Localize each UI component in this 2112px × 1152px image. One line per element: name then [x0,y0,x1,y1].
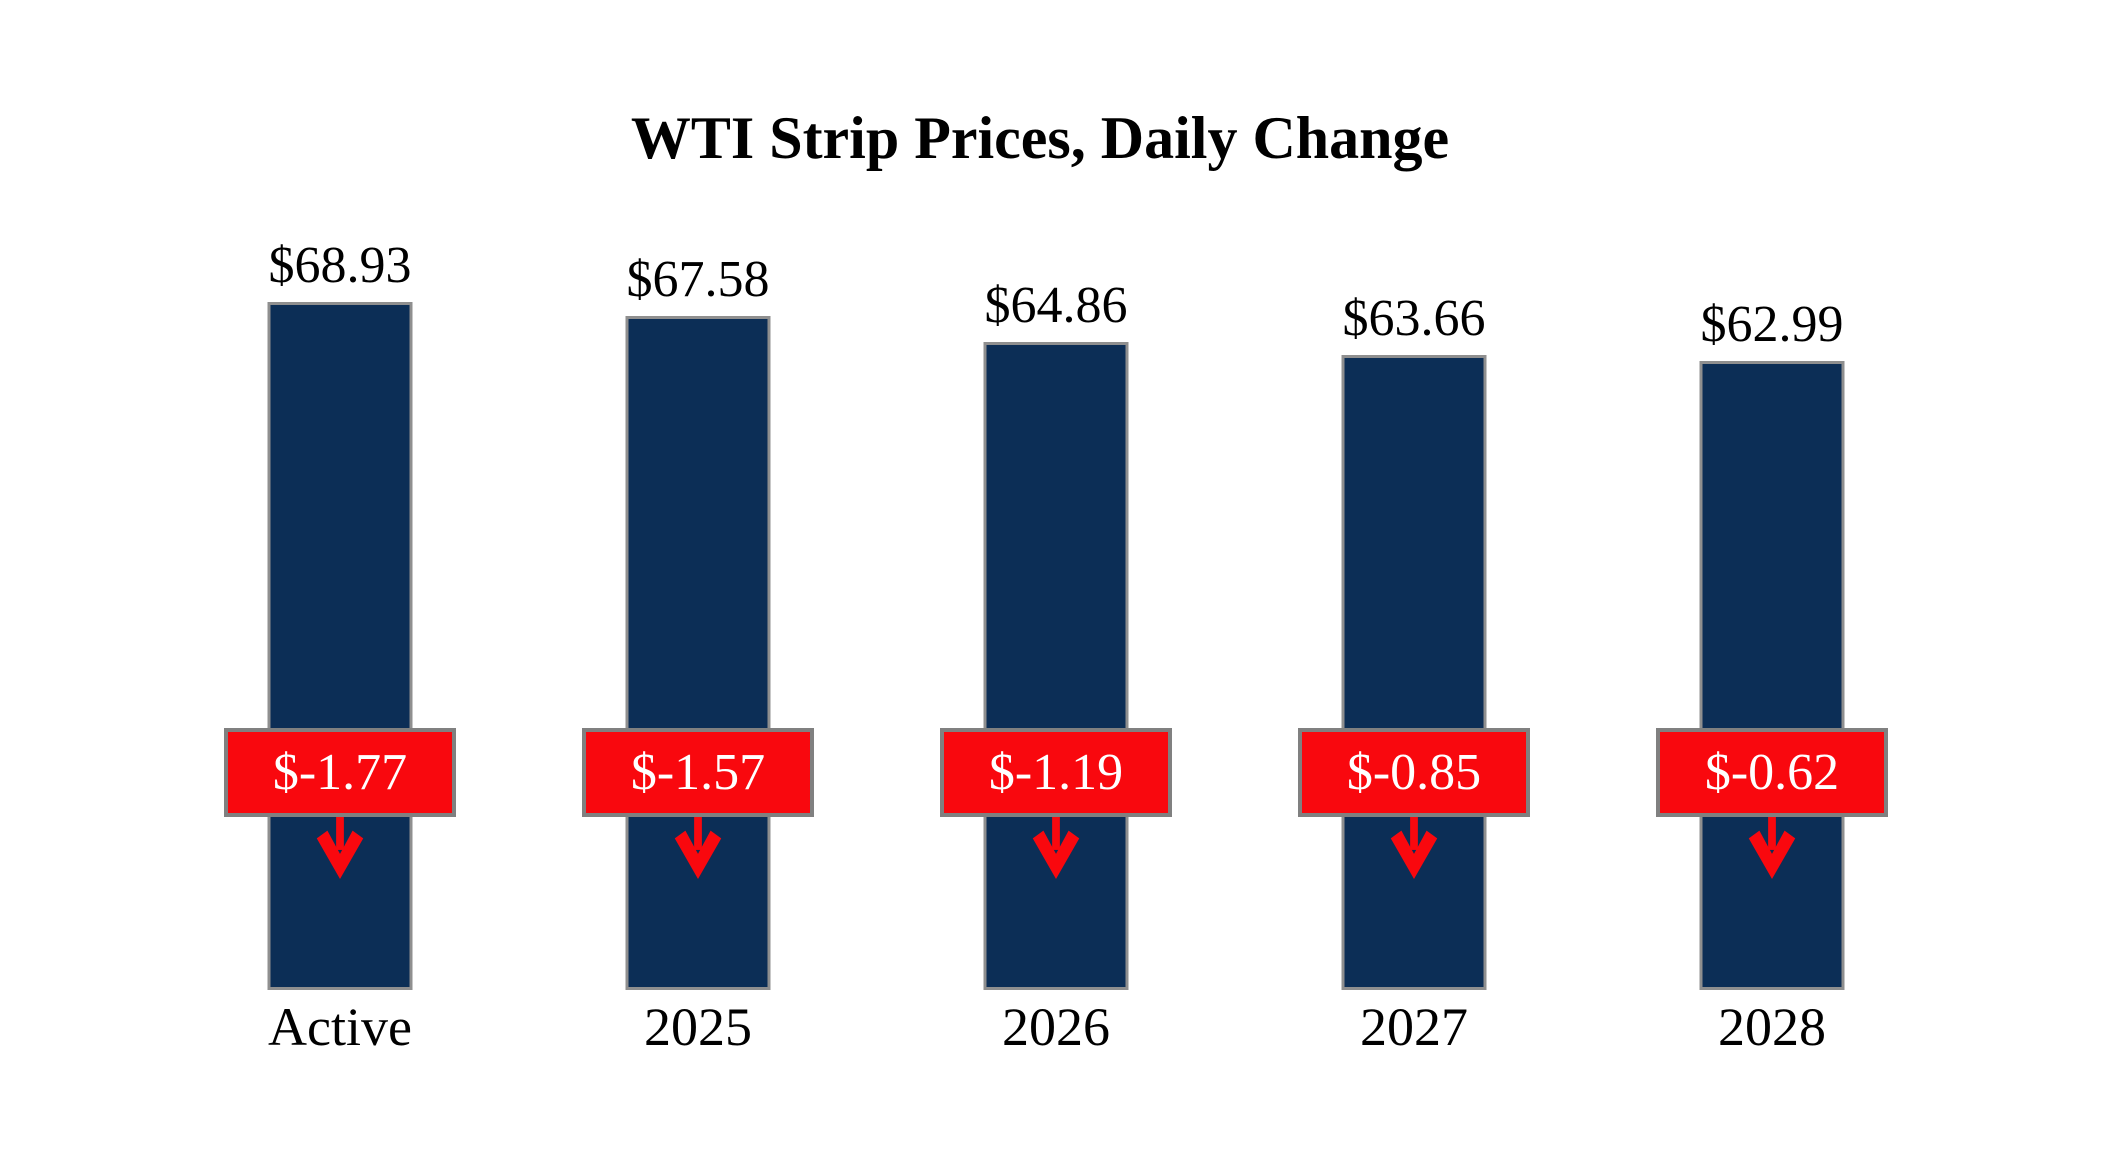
down-arrow-icon [316,817,364,879]
strip-price-bar [1341,355,1487,990]
bar-column: $68.93 $-1.77 Active [161,230,519,1054]
down-arrow-icon [1032,817,1080,879]
daily-change-value: $-1.77 [272,743,408,801]
price-value-label: $63.66 [1342,290,1486,347]
price-value-label: $64.86 [984,277,1128,334]
price-value-label: $62.99 [1700,296,1844,353]
price-value-label: $68.93 [268,237,412,294]
down-arrow-icon [1748,817,1796,879]
plot-area: $68.93 $-1.77 Active $67.58 $-1.57 2025 … [161,230,1951,1054]
strip-price-bar [1699,361,1845,990]
daily-change-badge: $-1.19 [940,728,1172,817]
category-label: 2027 [1360,997,1468,1057]
category-label: 2028 [1718,997,1826,1057]
category-label: 2026 [1002,997,1110,1057]
bar-column: $63.66 $-0.85 2027 [1235,230,1593,1054]
daily-change-badge: $-0.85 [1298,728,1530,817]
daily-change-badge: $-0.62 [1656,728,1888,817]
strip-price-bar [983,342,1129,990]
strip-price-bar [267,302,413,990]
price-value-label: $67.58 [626,251,770,308]
down-arrow-icon [674,817,722,879]
bar-column: $67.58 $-1.57 2025 [519,230,877,1054]
daily-change-value: $-1.57 [630,743,766,801]
daily-change-value: $-0.85 [1346,743,1482,801]
strip-price-bar [625,316,771,990]
bar-column: $62.99 $-0.62 2028 [1593,230,1951,1054]
chart-title: WTI Strip Prices, Daily Change [630,105,1450,171]
daily-change-badge: $-1.77 [224,728,456,817]
down-arrow-icon [1390,817,1438,879]
bar-column: $64.86 $-1.19 2026 [877,230,1235,1054]
category-label: 2025 [644,997,752,1057]
daily-change-value: $-1.19 [988,743,1124,801]
category-label: Active [268,997,412,1057]
daily-change-badge: $-1.57 [582,728,814,817]
daily-change-value: $-0.62 [1704,743,1840,801]
